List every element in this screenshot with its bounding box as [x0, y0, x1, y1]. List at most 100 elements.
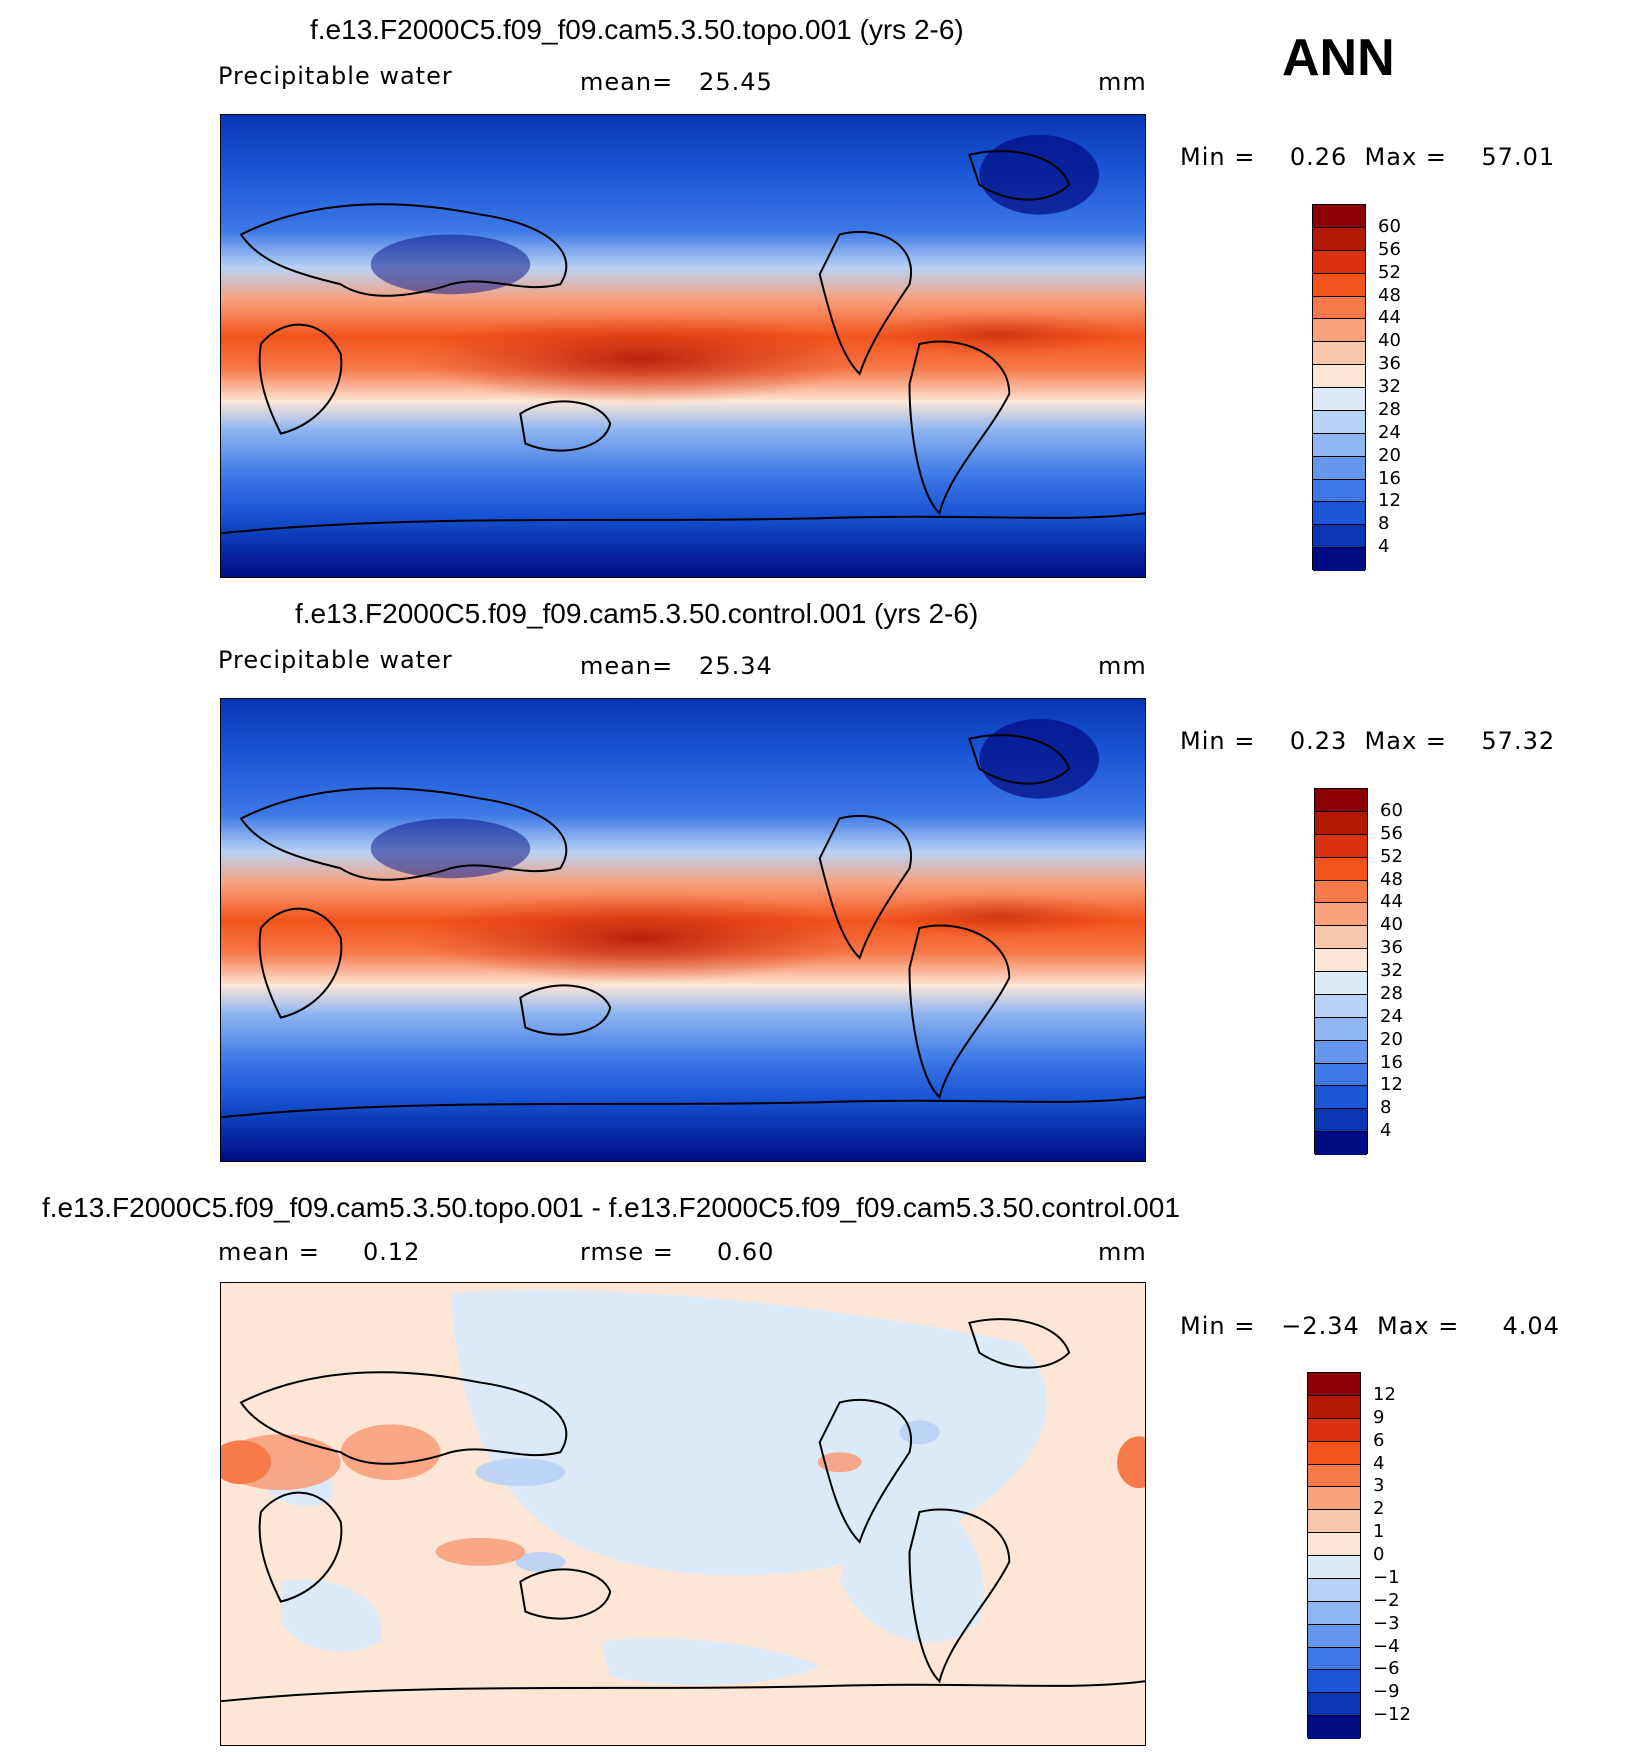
panel-1-colorbar-box — [1313, 296, 1365, 320]
panel-2-colorbar-label: 12 — [1380, 1074, 1403, 1096]
panel-2-colorbar-label: 20 — [1380, 1028, 1403, 1050]
panel-3-field — [221, 1283, 1145, 1745]
panel-3-colorbar-label: −6 — [1373, 1658, 1400, 1680]
panel-3-map — [220, 1282, 1146, 1746]
panel-2-colorbar-box — [1315, 972, 1367, 995]
panel-2-colorbar-box — [1315, 880, 1367, 904]
panel-3-colorbar-box — [1308, 1624, 1360, 1648]
panel-3-mean-label: mean = 0.12 — [218, 1238, 421, 1266]
panel-2-colorbar-label: 44 — [1380, 891, 1403, 913]
panel-2-colorbar-box — [1315, 1132, 1367, 1155]
panel-1-colorbar-label: 24 — [1378, 421, 1401, 443]
panel-3-colorbar-box — [1308, 1578, 1360, 1602]
panel-3-colorbar-box — [1308, 1556, 1360, 1579]
panel-1-colorbar-box — [1313, 410, 1365, 434]
panel-3-colorbar-label: 9 — [1373, 1406, 1385, 1428]
panel-2-colorbar-box — [1315, 949, 1367, 972]
panel-1-colorbar-box — [1313, 205, 1365, 228]
panel-1-colorbar-box — [1313, 525, 1365, 549]
panel-3-colorbar-box — [1308, 1510, 1360, 1534]
panel-1-colorbar-label: 56 — [1378, 238, 1401, 260]
panel-3-colorbar-label: −12 — [1373, 1704, 1411, 1726]
panel-3-colorbar-box — [1308, 1373, 1360, 1396]
panel-2-variable-label: Precipitable water — [218, 646, 453, 674]
panel-2-colorbar-label: 4 — [1380, 1120, 1392, 1142]
panel-1-colorbar — [1312, 204, 1366, 571]
panel-3-colorbar-box — [1308, 1601, 1360, 1625]
panel-2-colorbar-label: 60 — [1380, 799, 1403, 821]
panel-3-colorbar-box — [1308, 1464, 1360, 1488]
panel-2-colorbar-label: 24 — [1380, 1005, 1403, 1027]
panel-1-colorbar-label: 40 — [1378, 330, 1401, 352]
panel-1-map — [220, 114, 1146, 578]
panel-1-units: mm — [1098, 68, 1147, 96]
panel-3-colorbar-box — [1308, 1418, 1360, 1442]
panel-2-field — [221, 699, 1145, 1161]
panel-3-units: mm — [1098, 1238, 1147, 1266]
panel-3-colorbar-label: 1 — [1373, 1521, 1385, 1543]
panel-1-colorbar-label: 8 — [1378, 513, 1390, 535]
panel-1-title: f.e13.F2000C5.f09_f09.cam5.3.50.topo.001… — [310, 14, 964, 45]
panel-1-colorbar-label: 20 — [1378, 444, 1401, 466]
panel-2-colorbar-label: 48 — [1380, 868, 1403, 890]
panel-2-colorbar-label: 32 — [1380, 960, 1403, 981]
panel-2-colorbar-box — [1315, 1063, 1367, 1087]
panel-1-colorbar-label: 36 — [1378, 353, 1401, 375]
panel-1-colorbar-box — [1313, 502, 1365, 526]
panel-3-colorbar-box — [1308, 1647, 1360, 1671]
panel-3-colorbar — [1307, 1372, 1361, 1739]
panel-2-map — [220, 698, 1146, 1162]
panel-1-colorbar-label: 32 — [1378, 376, 1401, 397]
panel-2-colorbar-box — [1315, 1109, 1367, 1133]
panel-3-colorbar-label: −1 — [1373, 1566, 1400, 1588]
panel-3-colorbar-label: −2 — [1373, 1589, 1400, 1611]
panel-2-colorbar-label: 52 — [1380, 845, 1403, 867]
panel-2-mean-label: mean= 25.34 — [580, 652, 773, 680]
panel-2-colorbar-box — [1315, 903, 1367, 927]
panel-3-colorbar-label: 3 — [1373, 1475, 1385, 1497]
panel-1-colorbar-box — [1313, 433, 1365, 457]
panel-1-colorbar-box — [1313, 479, 1365, 503]
panel-1-colorbar-box — [1313, 250, 1365, 274]
panel-1-field — [221, 115, 1145, 577]
panel-2-colorbar-label: 16 — [1380, 1051, 1403, 1073]
panel-3-colorbar-label: −3 — [1373, 1612, 1400, 1634]
panel-2-colorbar-box — [1315, 1040, 1367, 1064]
panel-3-colorbar-box — [1308, 1716, 1360, 1739]
panel-1-mean-label: mean= 25.45 — [580, 68, 773, 96]
panel-1-variable-label: Precipitable water — [218, 62, 453, 90]
panel-3-colorbar-box — [1308, 1395, 1360, 1419]
panel-1-colorbar-box — [1313, 227, 1365, 251]
panel-1-colorbar-box — [1313, 273, 1365, 297]
panel-2-colorbar-label: 56 — [1380, 822, 1403, 844]
panel-2-colorbar — [1314, 788, 1368, 1155]
panel-3-colorbar-box — [1308, 1533, 1360, 1556]
panel-3-colorbar-label: −9 — [1373, 1681, 1400, 1703]
panel-2-colorbar-label: 36 — [1380, 937, 1403, 959]
panel-3-colorbar-label: 12 — [1373, 1383, 1396, 1405]
panel-2-colorbar-box — [1315, 857, 1367, 881]
panel-2-colorbar-box — [1315, 834, 1367, 858]
panel-2-colorbar-box — [1315, 1017, 1367, 1041]
panel-2-colorbar-box — [1315, 789, 1367, 812]
panel-3-colorbar-box — [1308, 1441, 1360, 1465]
panel-3-colorbar-label: 4 — [1373, 1452, 1385, 1474]
panel-3-colorbar-label: 2 — [1373, 1498, 1385, 1520]
panel-1-colorbar-label: 52 — [1378, 261, 1401, 283]
panel-1-colorbar-label: 16 — [1378, 467, 1401, 489]
panel-1-colorbar-box — [1313, 456, 1365, 480]
panel-2-colorbar-label: 8 — [1380, 1097, 1392, 1119]
panel-2-colorbar-box — [1315, 1086, 1367, 1110]
panel-3-colorbar-label: 0 — [1373, 1544, 1385, 1565]
panel-2-title: f.e13.F2000C5.f09_f09.cam5.3.50.control.… — [295, 598, 979, 629]
panel-2-colorbar-box — [1315, 926, 1367, 950]
panel-1-minmax: Min = 0.26 Max = 57.01 — [1180, 143, 1556, 171]
panel-1-colorbar-label: 28 — [1378, 398, 1401, 420]
panel-3-colorbar-box — [1308, 1487, 1360, 1511]
panel-1-colorbar-label: 44 — [1378, 307, 1401, 329]
panel-1-colorbar-label: 60 — [1378, 215, 1401, 237]
panel-1-colorbar-box — [1313, 365, 1365, 388]
panel-2-minmax: Min = 0.23 Max = 57.32 — [1180, 727, 1556, 755]
panel-2-units: mm — [1098, 652, 1147, 680]
season-label: ANN — [1282, 29, 1395, 87]
